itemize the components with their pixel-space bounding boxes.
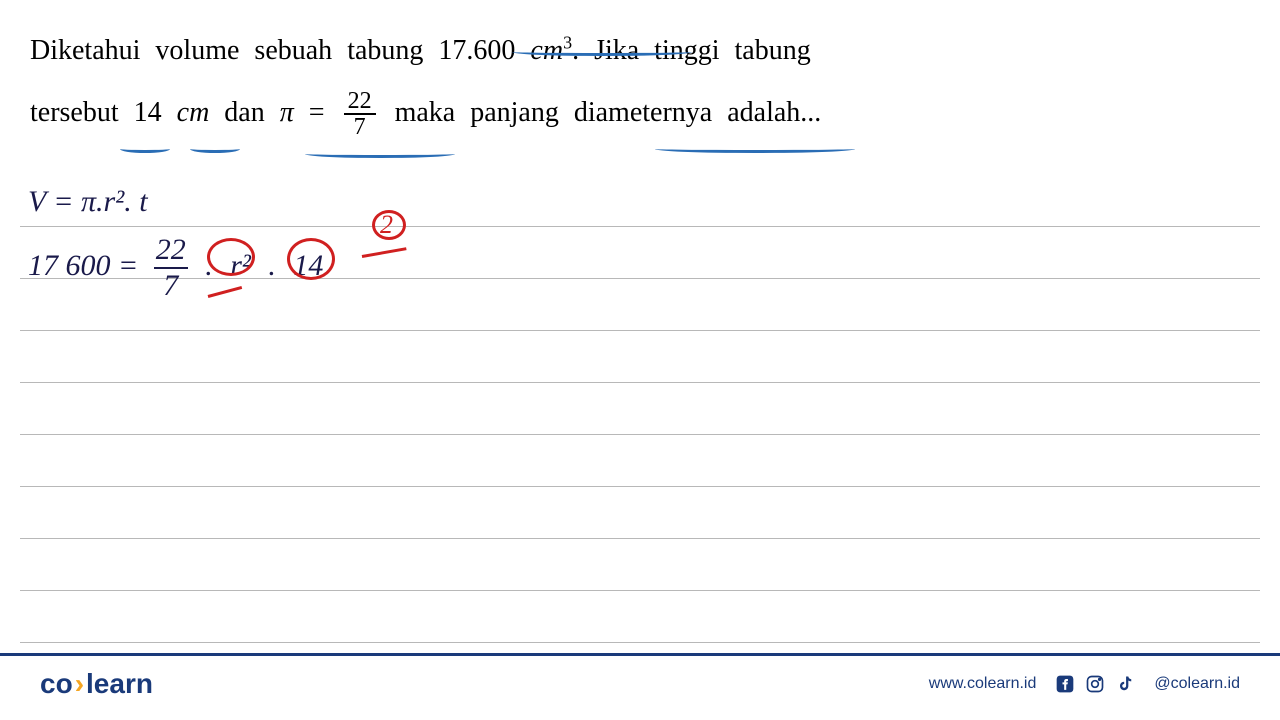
unit: cm: [177, 97, 210, 128]
handwritten-calculation: 17 600 = 22 7 . r² . 14: [28, 235, 323, 301]
facebook-icon: [1054, 673, 1076, 695]
pi-symbol: π: [280, 97, 294, 128]
problem-line-2: tersebut 14 cm dan π = 22 7 maka panjang…: [30, 82, 1250, 144]
tiktok-icon: [1114, 673, 1136, 695]
red-circle-annotation: [287, 238, 335, 280]
social-handle: @colearn.id: [1154, 675, 1240, 693]
numerator: 22: [344, 89, 376, 115]
blue-underline: [305, 150, 455, 158]
hw-dot: .: [268, 249, 276, 282]
text: tabung: [347, 35, 423, 66]
blue-underline: [655, 145, 855, 153]
footer: co›learn www.colearn.id @colearn.id: [0, 653, 1280, 700]
text: tabung: [735, 35, 811, 66]
problem-text: Diketahui volume sebuah tabung 17.600 cm…: [30, 20, 1250, 143]
pi-fraction: 22 7: [344, 89, 376, 139]
text: adalah...: [727, 97, 821, 128]
text: sebuah: [254, 35, 332, 66]
ruled-line: [20, 487, 1260, 539]
hw-left: 17 600 =: [28, 249, 138, 282]
red-circle-annotation: [207, 238, 255, 276]
volume-value: 17.600: [438, 35, 515, 66]
blue-underline: [120, 145, 170, 153]
text: dan: [224, 97, 264, 128]
ruled-line: [20, 383, 1260, 435]
text: panjang: [470, 97, 559, 128]
logo-co: co: [40, 668, 73, 699]
text: diameternya: [574, 97, 712, 128]
blue-underline: [512, 48, 692, 56]
red-circle-annotation: [372, 210, 406, 240]
website-url: www.colearn.id: [929, 675, 1037, 693]
problem-content: Diketahui volume sebuah tabung 17.600 cm…: [0, 0, 1280, 163]
blue-underline: [190, 145, 240, 153]
logo-dot-icon: ›: [75, 668, 84, 699]
height-value: 14: [134, 97, 162, 128]
social-icons: [1054, 673, 1136, 695]
ruled-line: [20, 539, 1260, 591]
equals: =: [309, 97, 325, 128]
ruled-line: [20, 175, 1260, 227]
text: tersebut: [30, 97, 119, 128]
text: volume: [155, 35, 239, 66]
denominator: 7: [344, 115, 376, 139]
logo: co›learn: [40, 668, 153, 700]
text: Diketahui: [30, 35, 140, 66]
handwritten-formula: V = π.r². t: [28, 185, 148, 219]
ruled-line: [20, 591, 1260, 643]
footer-right: www.colearn.id @colearn.id: [929, 673, 1240, 695]
text: maka: [395, 97, 456, 128]
logo-learn: learn: [86, 668, 153, 699]
hw-fraction: 22 7: [154, 235, 188, 301]
ruled-line: [20, 435, 1260, 487]
hw-numerator: 22: [154, 235, 188, 265]
ruled-line: [20, 331, 1260, 383]
instagram-icon: [1084, 673, 1106, 695]
hw-denominator: 7: [154, 271, 188, 301]
